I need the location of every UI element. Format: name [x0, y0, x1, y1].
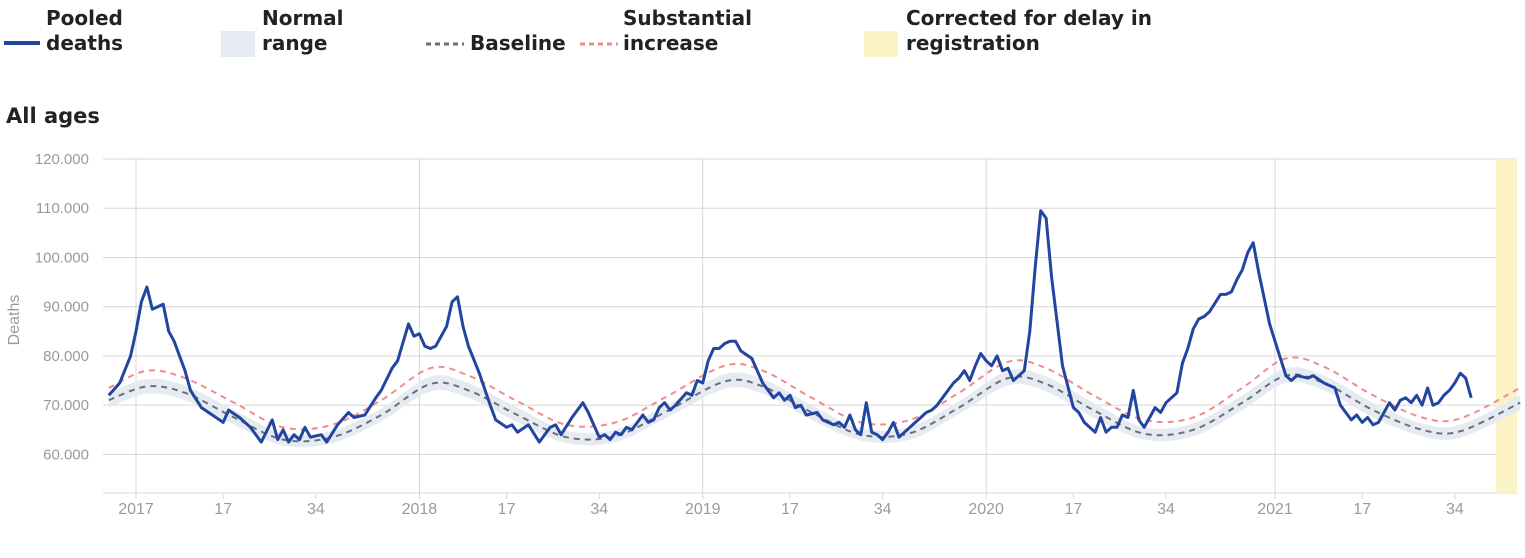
chart-subtitle: All ages — [6, 104, 100, 128]
x-tick-label: 17 — [781, 501, 799, 518]
y-tick-label: 60.000 — [43, 446, 89, 463]
x-tick-label: 34 — [1157, 501, 1175, 518]
x-tick-label: 34 — [874, 501, 892, 518]
legend-label-corrected-delay: Corrected for delay in registration — [906, 6, 1152, 55]
corrected-delay-swatch-icon — [864, 31, 898, 57]
x-tick-label: 17 — [214, 501, 232, 518]
legend-item-substantial-increase[interactable]: Substantial increase — [580, 6, 830, 62]
legend: Pooled deaths Normal range Baseline Subs… — [0, 6, 1525, 62]
legend-label-baseline: Baseline — [470, 31, 566, 55]
legend-item-pooled-deaths[interactable]: Pooled deaths — [0, 6, 200, 62]
x-tick-label: 2021 — [1257, 501, 1293, 518]
x-tick-label: 2017 — [118, 501, 154, 518]
pooled-deaths-line-icon — [4, 41, 40, 45]
y-tick-label: 110.000 — [36, 200, 89, 217]
corrected-period-band — [1495, 159, 1517, 493]
deaths-line-chart: 60.000 70.000 80.000 90.000 100.000 110.000 12… — [6, 151, 1521, 518]
normal-range-band — [108, 367, 1521, 448]
x-tick-label: 17 — [1064, 501, 1082, 518]
legend-label-normal-range: Normal range — [262, 6, 344, 55]
y-axis-label: Deaths — [6, 295, 23, 346]
legend-item-normal-range[interactable]: Normal range — [218, 6, 418, 62]
y-tick-label: 80.000 — [43, 348, 89, 365]
corrected-period-rect — [1495, 159, 1517, 493]
x-tick-label: 17 — [1353, 501, 1371, 518]
legend-label-substantial-increase: Substantial increase — [623, 6, 752, 55]
legend-item-corrected-delay[interactable]: Corrected for delay in registration — [862, 6, 1182, 62]
legend-item-baseline[interactable]: Baseline — [426, 6, 576, 62]
x-tick-label: 34 — [1446, 501, 1464, 518]
substantial-increase-dashed-line-icon — [580, 42, 618, 46]
baseline-dashed-line-icon — [426, 42, 464, 46]
series-lines — [107, 209, 1521, 444]
y-tick-label: 120.000 — [35, 151, 89, 168]
horizontal-gridlines — [103, 158, 1517, 455]
normal-range-area — [108, 367, 1521, 448]
series-line-pooled-deaths — [107, 209, 1473, 444]
x-tick-label: 34 — [590, 501, 608, 518]
x-tick-labels: 2017 17 34 2018 17 34 2019 17 34 2020 17 34 2021 17 34 — [118, 501, 1464, 518]
y-tick-label: 100.000 — [35, 249, 89, 266]
x-tick-label: 17 — [498, 501, 516, 518]
y-tick-labels: 60.000 70.000 80.000 90.000 100.000 110.000 12… — [35, 151, 89, 463]
series-line-substantial-increase — [108, 356, 1521, 431]
vertical-gridlines — [103, 159, 1517, 499]
y-tick-label: 70.000 — [43, 397, 89, 414]
x-tick-label: 2019 — [685, 501, 721, 518]
legend-label-pooled-deaths: Pooled deaths — [46, 6, 124, 55]
x-tick-label: 34 — [307, 501, 325, 518]
normal-range-swatch-icon — [221, 31, 255, 57]
y-tick-label: 90.000 — [43, 299, 89, 316]
x-tick-label: 2020 — [968, 501, 1004, 518]
x-tick-label: 2018 — [402, 501, 438, 518]
